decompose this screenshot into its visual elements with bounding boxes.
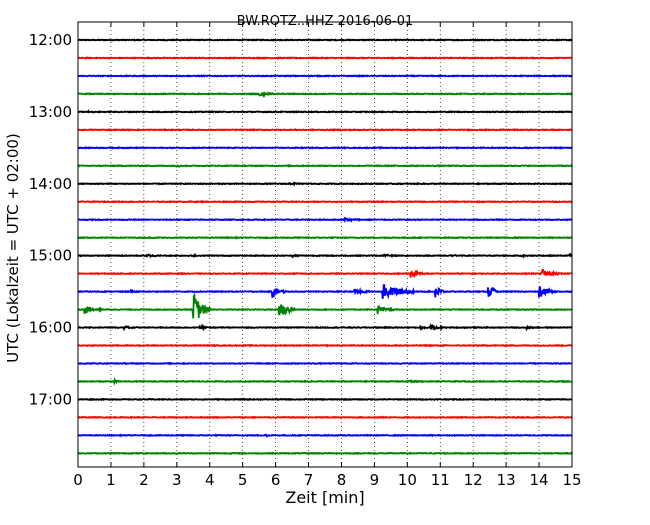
trace-line [77, 109, 573, 114]
trace-line [77, 216, 573, 224]
plot-frame [77, 21, 573, 468]
trace-line [77, 284, 573, 300]
x-tick-label: 2 [139, 471, 149, 489]
trace-line [77, 397, 573, 402]
y-tick-label: 13:00 [29, 103, 72, 121]
trace-layer [77, 38, 573, 456]
x-tick-label: 0 [73, 471, 83, 489]
x-tick-label: 3 [172, 471, 182, 489]
trace-line [77, 199, 573, 204]
x-tick-label: 7 [304, 471, 314, 489]
y-axis-label: UTC (Lokalzeit = UTC + 02:00) [4, 133, 22, 363]
trace-line [77, 181, 573, 187]
trace-line [77, 145, 573, 150]
trace-line [77, 433, 573, 438]
x-tick-label: 5 [238, 471, 248, 489]
y-tick-label: 17:00 [29, 390, 72, 408]
trace-line [77, 323, 573, 332]
x-tick-label: 11 [431, 471, 450, 489]
x-tick-label: 1 [106, 471, 116, 489]
x-tick-label: 8 [337, 471, 347, 489]
trace-line [77, 163, 573, 168]
trace-line [77, 343, 573, 348]
x-tick-label: 15 [562, 471, 581, 489]
trace-line [77, 361, 573, 366]
y-tick-label: 16:00 [29, 319, 72, 337]
x-tick-label: 10 [398, 471, 417, 489]
y-tick-label: 14:00 [29, 175, 72, 193]
y-tick-label: 15:00 [29, 247, 72, 265]
trace-line [77, 451, 573, 456]
x-tick-label: 12 [464, 471, 483, 489]
trace-line [77, 252, 573, 259]
x-tick-label: 14 [530, 471, 549, 489]
trace-line [77, 74, 573, 78]
x-tick-label: 6 [271, 471, 281, 489]
trace-line [77, 56, 573, 60]
tick-layer: 0 1 2 3 4 5 6 7 8 9 10 11 12 13 14 1512:0013:0014:0015:… [29, 22, 582, 489]
x-tick-label: 13 [497, 471, 516, 489]
trace-line [77, 127, 573, 132]
x-tick-label: 9 [370, 471, 380, 489]
trace-line [77, 268, 573, 279]
trace-line [77, 415, 573, 420]
trace-line [77, 376, 573, 386]
trace-line [77, 292, 573, 319]
y-tick-label: 12:00 [29, 31, 72, 49]
trace-line [77, 38, 573, 42]
trace-line [77, 235, 573, 240]
x-tick-label: 4 [205, 471, 215, 489]
trace-line [77, 91, 573, 98]
x-axis-label: Zeit [min] [285, 488, 364, 507]
